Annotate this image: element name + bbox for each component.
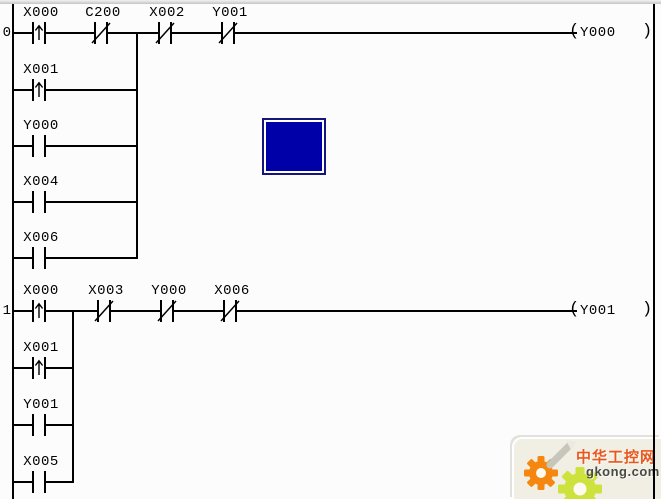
- contact-x000[interactable]: [32, 300, 46, 322]
- coil-y000[interactable]: Y000: [580, 25, 616, 41]
- coil-y001[interactable]: Y001: [580, 303, 616, 319]
- rising-edge-icon: [34, 359, 44, 375]
- rising-edge-icon: [34, 81, 44, 97]
- normally-closed-slash-icon: [157, 300, 177, 322]
- contact-label: X002: [149, 5, 185, 21]
- watermark-site-url: gkong.com: [586, 464, 660, 479]
- left-power-rail: [12, 4, 14, 499]
- normally-closed-slash-icon: [218, 22, 238, 44]
- wire-horizontal: [12, 310, 577, 312]
- contact-label: X005: [23, 454, 59, 470]
- normally-closed-slash-icon: [155, 22, 175, 44]
- contact-x001[interactable]: [32, 79, 46, 101]
- selection-cursor[interactable]: [262, 118, 326, 175]
- contact-c200[interactable]: [91, 22, 111, 44]
- watermark-panel: 中华工控网 gkong.com: [512, 437, 661, 499]
- rising-edge-icon: [34, 302, 44, 318]
- wire-horizontal: [12, 257, 138, 259]
- contact-label: X004: [23, 174, 59, 190]
- contact-label: X001: [23, 62, 59, 78]
- contact-label: Y000: [151, 283, 187, 299]
- coil-close-paren: ): [642, 300, 653, 319]
- coil-open-paren: (: [569, 22, 580, 41]
- window-top-border: [0, 0, 661, 4]
- contact-label: Y000: [23, 118, 59, 134]
- rung-number: 1: [2, 303, 11, 319]
- rising-edge-icon: [34, 24, 44, 40]
- contact-label: X006: [23, 230, 59, 246]
- wire-horizontal: [12, 89, 138, 91]
- contact-y000[interactable]: [157, 300, 177, 322]
- contact-label: X001: [23, 340, 59, 356]
- rung-number: 0: [2, 25, 11, 41]
- contact-y001[interactable]: [218, 22, 238, 44]
- contact-x005[interactable]: [32, 471, 46, 493]
- contact-x004[interactable]: [32, 191, 46, 213]
- wire-vertical: [72, 311, 74, 483]
- watermark-site-name: 中华工控网: [576, 449, 657, 466]
- contact-x003[interactable]: [94, 300, 114, 322]
- contact-label: Y001: [23, 397, 59, 413]
- contact-label: Y001: [212, 5, 248, 21]
- wire-horizontal: [12, 32, 577, 34]
- normally-closed-slash-icon: [220, 300, 240, 322]
- normally-closed-slash-icon: [91, 22, 111, 44]
- contact-x006[interactable]: [32, 247, 46, 269]
- wire-horizontal: [12, 201, 138, 203]
- contact-label: X000: [23, 283, 59, 299]
- normally-closed-slash-icon: [94, 300, 114, 322]
- contact-x006[interactable]: [220, 300, 240, 322]
- contact-x002[interactable]: [155, 22, 175, 44]
- contact-label: C200: [85, 5, 121, 21]
- wire-horizontal: [12, 145, 138, 147]
- coil-close-paren: ): [642, 22, 653, 41]
- contact-label: X000: [23, 5, 59, 21]
- contact-y001[interactable]: [32, 414, 46, 436]
- contact-label: X006: [214, 283, 250, 299]
- wrench-icon: [546, 440, 576, 469]
- contact-x001[interactable]: [32, 357, 46, 379]
- coil-open-paren: (: [569, 300, 580, 319]
- right-power-rail: [653, 4, 655, 499]
- contact-x000[interactable]: [32, 22, 46, 44]
- contact-label: X003: [88, 283, 124, 299]
- contact-y000[interactable]: [32, 135, 46, 157]
